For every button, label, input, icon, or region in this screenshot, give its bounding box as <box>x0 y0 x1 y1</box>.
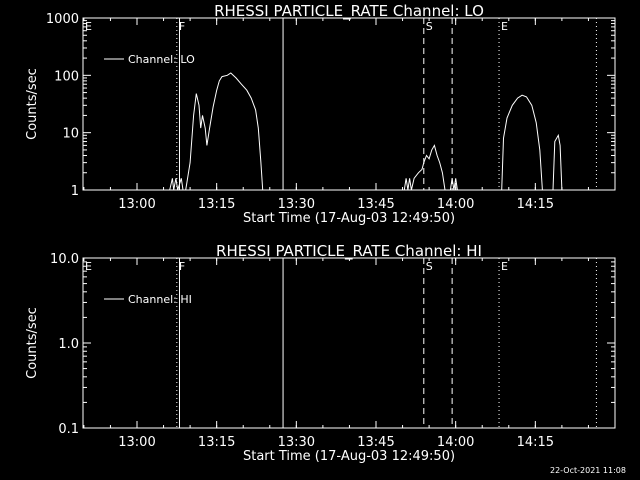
panel-1-event-marker-label: E <box>501 20 508 33</box>
panel-1-x-tick-label: 14:15 <box>517 197 554 212</box>
panel-2-event-marker-label: F <box>179 260 185 273</box>
panel-2-y-axis-label: Counts/sec <box>25 307 40 379</box>
panel-2-x-axis-label: Start Time (17-Aug-03 12:49:50) <box>243 449 455 464</box>
panel-2-x-tick-label: 13:15 <box>198 435 235 450</box>
panel-1-series-line-segment <box>185 72 264 191</box>
panel-1-legend-label: Channel: LO <box>128 53 195 66</box>
panel-1-event-marker-label: E <box>85 20 92 33</box>
panel-1-y-axis-label: Counts/sec <box>25 68 40 140</box>
panel-2-y-tick-label: 0.1 <box>58 422 79 437</box>
panel-1-x-tick-label: 13:30 <box>278 197 315 212</box>
panel-2-event-marker-label: E <box>85 260 92 273</box>
panel-2-x-tick-label: 13:30 <box>278 435 315 450</box>
panel-2-legend-label: Channel: HI <box>128 293 192 306</box>
panel-2-plot-frame <box>82 257 616 429</box>
panel-1-event-marker-label: S <box>426 20 433 33</box>
panel-1-chart-title: RHESSI PARTICLE_RATE Channel: LO <box>214 2 484 21</box>
panel-2-x-tick-label: 14:00 <box>437 435 474 450</box>
panel-1-x-tick-label: 14:00 <box>437 197 474 212</box>
footer-date: 22-Oct-2021 11:08 <box>550 466 626 475</box>
panel-1-series-line-segment <box>501 94 543 191</box>
panel-2-x-tick-label: 14:15 <box>517 435 554 450</box>
panel-1-series-line-segment <box>169 178 184 191</box>
panel-2-x-tick-label: 13:00 <box>118 435 155 450</box>
panel-1-series-line-segment <box>552 133 563 191</box>
panel-1-x-axis-label: Start Time (17-Aug-03 12:49:50) <box>243 211 455 226</box>
panel-2-chart-title: RHESSI PARTICLE_RATE Channel: HI <box>216 242 482 261</box>
panel-2-x-tick-label: 13:45 <box>357 435 394 450</box>
panel-1-x-tick-label: 13:15 <box>198 197 235 212</box>
panel-2-event-marker-label: E <box>501 260 508 273</box>
panel-1-series-line-segment <box>403 144 446 191</box>
panel-1-y-tick-label: 10 <box>62 127 79 142</box>
panel-1-plot-frame <box>82 17 616 191</box>
panel-1-y-tick-label: 1 <box>71 184 79 199</box>
panel-1-y-tick-label: 1000 <box>46 12 79 27</box>
panel-2-y-tick-label: 1.0 <box>58 337 79 352</box>
panel-2-event-marker-label: S <box>426 260 433 273</box>
panel-1-event-marker-label: F <box>179 20 185 33</box>
panel-1-x-tick-label: 13:00 <box>118 197 155 212</box>
panel-1-series-line-segment <box>449 178 458 191</box>
panel-2-y-tick-label: 10.0 <box>50 252 79 267</box>
panel-1-y-tick-label: 100 <box>54 69 79 84</box>
panel-1-x-tick-label: 13:45 <box>357 197 394 212</box>
